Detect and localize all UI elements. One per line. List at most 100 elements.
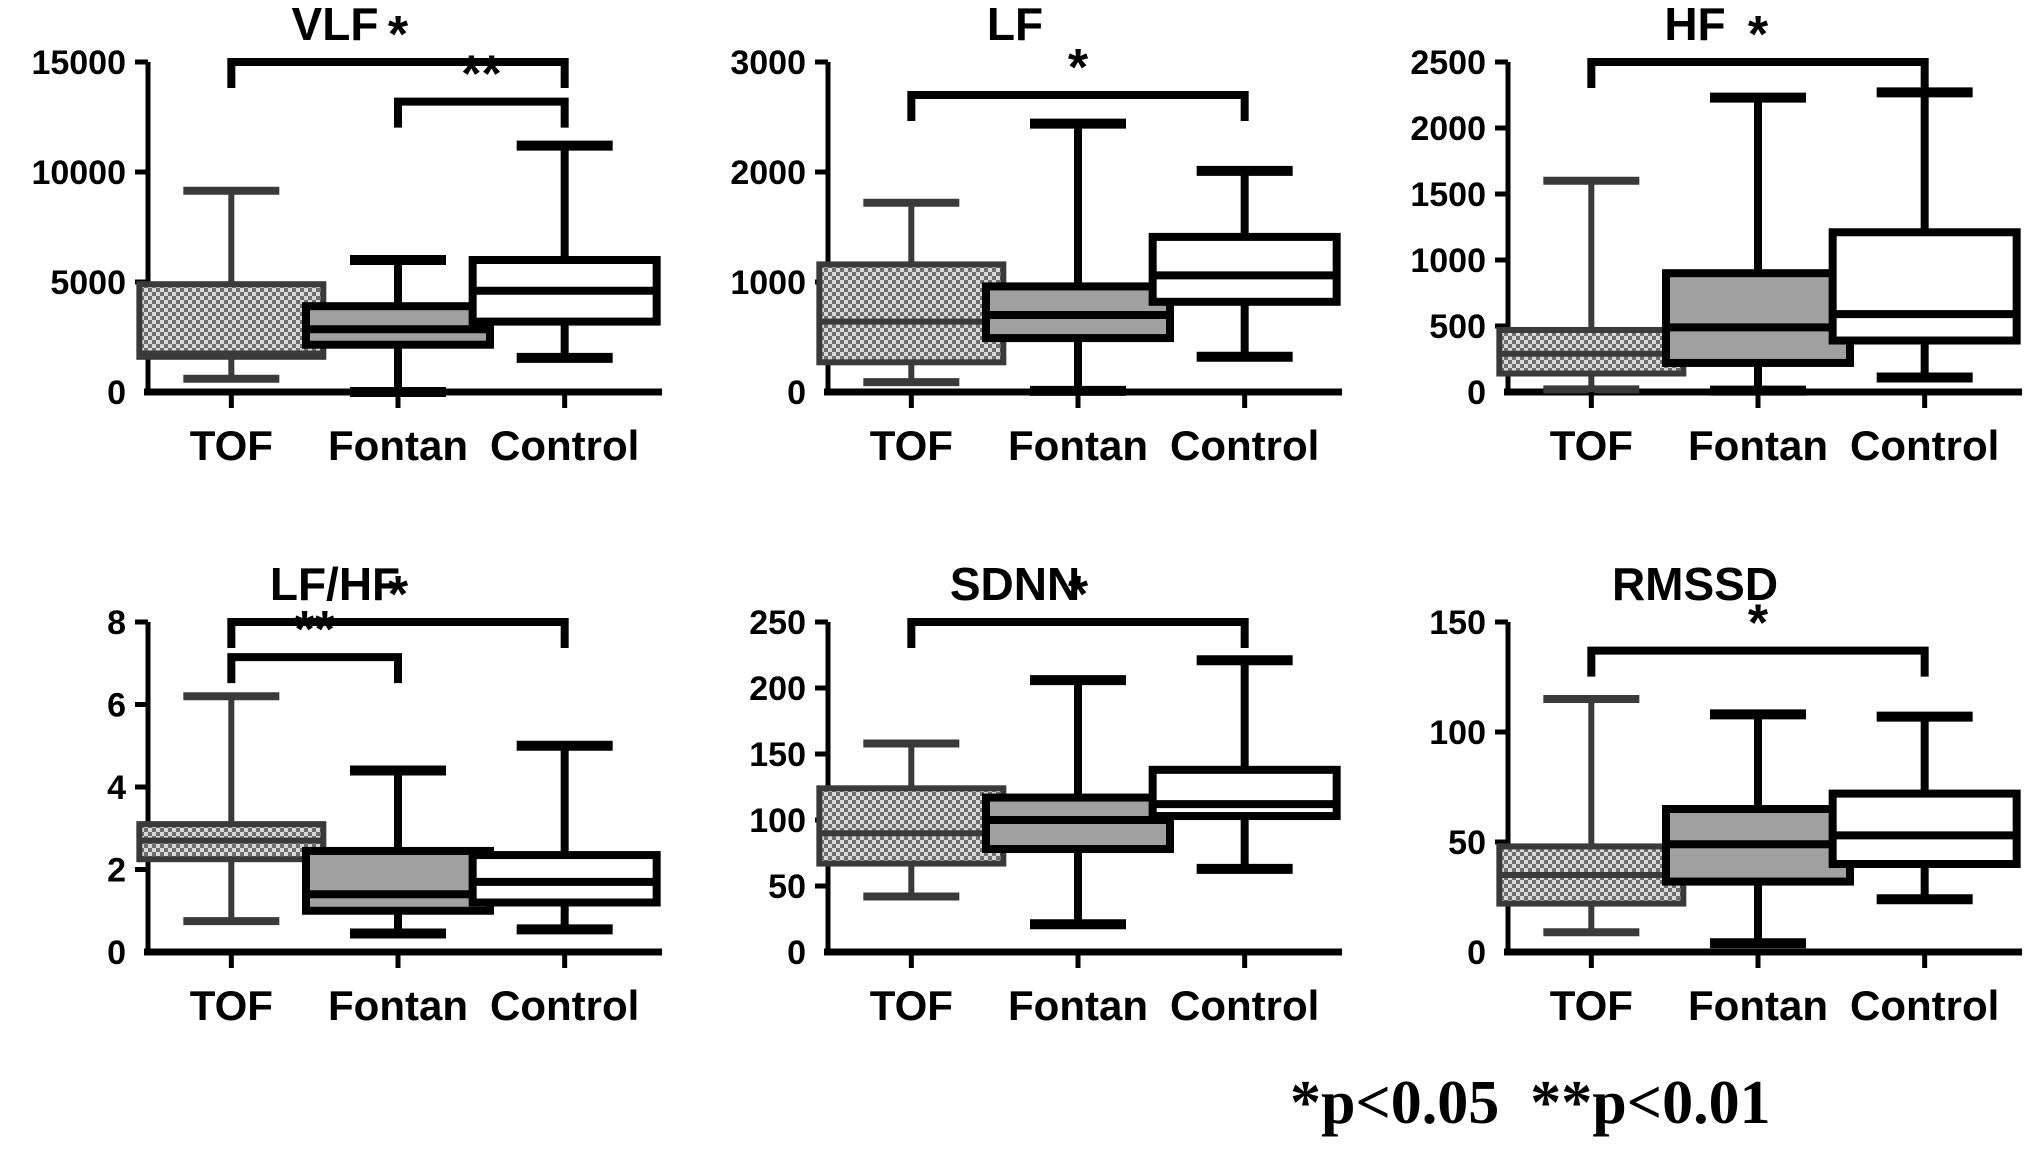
y-tick-label: 250 — [749, 604, 806, 642]
y-tick-label: 150 — [749, 736, 806, 774]
y-tick-label: 0 — [107, 934, 126, 972]
panel-title: VLF — [292, 0, 379, 50]
panel-title: SDNN — [950, 560, 1080, 610]
significance-bracket: * — [1587, 6, 1929, 88]
y-axis: 0 1000 2000 3000 — [730, 44, 831, 412]
x-category-label: Control — [490, 422, 639, 469]
boxplot-svg: SDNN 0 50 100 150 200 250 TOF Fontan Control * — [749, 560, 1342, 1029]
significance-legend: *p<0.05 **p<0.01 — [1290, 1069, 1771, 1137]
y-tick-label: 0 — [1467, 934, 1486, 972]
y-tick-label: 0 — [787, 934, 806, 972]
y-tick-label: 1000 — [730, 264, 806, 302]
panel-title: HF — [1664, 0, 1725, 50]
y-tick-label: 50 — [768, 868, 806, 906]
significance-bracket: * — [227, 6, 569, 88]
significance-marker: * — [1748, 595, 1769, 653]
panel-lfhf: LF/HF 0 2 4 6 8 TOF Fontan Control * ** — [0, 560, 670, 1120]
box-plot-control: Control — [1828, 87, 2021, 469]
box-plot-control: Control — [1148, 655, 1341, 1029]
significance-marker: ** — [461, 46, 502, 104]
panel-rmssd: RMSSD 0 50 100 150 TOF Fontan Control * — [1360, 560, 2030, 1120]
x-category-label: TOF — [190, 422, 273, 469]
significance-marker: ** — [294, 601, 335, 659]
box-plot-tof: TOF — [1496, 176, 1687, 469]
box-plot-tof: TOF — [136, 186, 327, 469]
significance-bracket: * — [227, 566, 569, 648]
x-category-label: TOF — [1550, 982, 1633, 1029]
y-tick-label: 200 — [749, 670, 806, 708]
x-category-label: Control — [1850, 982, 1999, 1029]
y-tick-label: 0 — [107, 374, 126, 412]
y-tick-label: 1500 — [1410, 176, 1486, 214]
x-category-label: Fontan — [1008, 422, 1148, 469]
y-tick-label: 8 — [107, 604, 126, 642]
y-axis: 0 2 4 6 8 — [107, 604, 151, 972]
x-category-label: TOF — [870, 422, 953, 469]
panel-sdnn: SDNN 0 50 100 150 200 250 TOF Fontan Control * — [680, 560, 1350, 1120]
x-category-label: Control — [1170, 982, 1319, 1029]
y-tick-label: 1000 — [1410, 242, 1486, 280]
significance-marker: * — [1068, 566, 1089, 624]
y-tick-label: 15000 — [31, 44, 126, 82]
x-category-label: TOF — [190, 982, 273, 1029]
y-tick-label: 500 — [1429, 308, 1486, 346]
box-plot-fontan: Fontan — [1662, 92, 1854, 469]
y-tick-label: 10000 — [31, 154, 126, 192]
y-tick-label: 150 — [1429, 604, 1486, 642]
y-tick-label: 2500 — [1410, 44, 1486, 82]
box-plot-control: Control — [1148, 165, 1341, 469]
significance-bracket: * — [907, 566, 1249, 648]
box-plot-tof: TOF — [816, 198, 1007, 469]
box-plot-fontan: Fontan — [1662, 709, 1854, 1029]
significance-bracket: * — [907, 39, 1249, 121]
y-tick-label: 2000 — [730, 154, 806, 192]
y-tick-label: 0 — [1467, 374, 1486, 412]
y-tick-label: 6 — [107, 687, 126, 725]
y-tick-label: 100 — [749, 802, 806, 840]
y-tick-label: 100 — [1429, 714, 1486, 752]
y-axis: 0 50 100 150 200 250 — [749, 604, 831, 972]
panel-title: LF — [987, 0, 1043, 50]
x-category-label: Fontan — [1688, 982, 1828, 1029]
box-plot-fontan: Fontan — [982, 675, 1174, 1029]
y-axis: 0 50 100 150 — [1429, 604, 1511, 972]
y-tick-label: 0 — [787, 374, 806, 412]
panel-title: LF/HF — [270, 560, 400, 610]
boxplot-svg: RMSSD 0 50 100 150 TOF Fontan Control * — [1429, 560, 2022, 1029]
x-category-label: Fontan — [328, 982, 468, 1029]
box-plot-fontan: Fontan — [302, 765, 494, 1029]
x-category-label: Fontan — [328, 422, 468, 469]
panel-lf: LF 0 1000 2000 3000 TOF Fontan Control * — [680, 0, 1350, 560]
x-category-label: Control — [1170, 422, 1319, 469]
y-axis: 0 5000 10000 15000 — [31, 44, 151, 412]
x-category-label: Control — [1850, 422, 1999, 469]
significance-bracket: ** — [394, 46, 569, 128]
boxplot-svg: VLF 0 5000 10000 15000 TOF Fontan Control *** — [31, 0, 662, 469]
panel-hf: HF 0 500 1000 1500 2000 2500 TOF Fontan Control * — [1360, 0, 2030, 560]
box-plot-control: Control — [468, 140, 661, 469]
x-category-label: Fontan — [1008, 982, 1148, 1029]
x-category-label: Fontan — [1688, 422, 1828, 469]
box-plot-control: Control — [1828, 711, 2021, 1029]
box-plot-tof: TOF — [816, 739, 1007, 1029]
boxplot-svg: HF 0 500 1000 1500 2000 2500 TOF Fontan Control * — [1410, 0, 2022, 469]
y-tick-label: 4 — [107, 769, 126, 807]
box-plot-control: Control — [468, 740, 661, 1029]
boxplot-svg: LF 0 1000 2000 3000 TOF Fontan Control * — [730, 0, 1342, 469]
y-axis: 0 500 1000 1500 2000 2500 — [1410, 44, 1511, 412]
x-category-label: TOF — [870, 982, 953, 1029]
box-plot-fontan: Fontan — [302, 255, 494, 469]
significance-bracket: ** — [227, 601, 402, 684]
x-category-label: TOF — [1550, 422, 1633, 469]
panel-title: RMSSD — [1612, 560, 1778, 610]
panel-vlf: VLF 0 5000 10000 15000 TOF Fontan Control * ** — [0, 0, 670, 560]
y-tick-label: 3000 — [730, 44, 806, 82]
significance-marker: * — [1748, 6, 1769, 64]
significance-marker: * — [388, 566, 409, 624]
significance-marker: * — [1068, 39, 1089, 97]
y-tick-label: 2000 — [1410, 110, 1486, 148]
y-tick-label: 5000 — [50, 264, 126, 302]
box-plot-fontan: Fontan — [982, 118, 1174, 469]
